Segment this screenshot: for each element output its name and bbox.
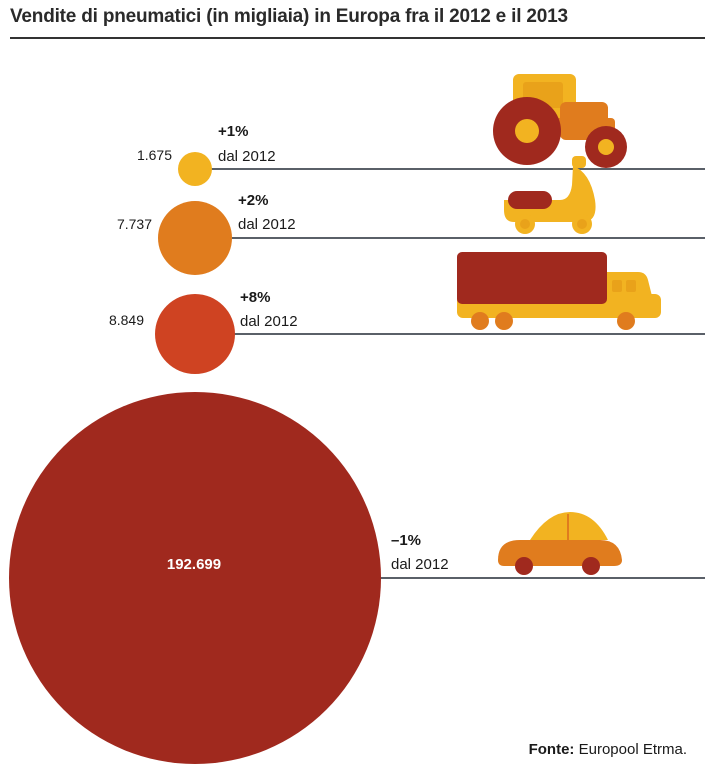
scooter-icon [504,156,596,234]
chart-title: Vendite di pneumatici (in migliaia) in E… [10,6,568,27]
bubble-car [9,392,381,764]
change-label-car: –1% [391,532,421,549]
source-note: Fonte: Europool Etrma. [529,741,687,758]
change-note-tractor: dal 2012 [218,148,276,165]
change-note-truck: dal 2012 [240,313,298,330]
value-label-car: 192.699 [167,556,221,573]
truck-icon [457,252,661,330]
change-note-car: dal 2012 [391,556,449,573]
value-label-truck: 8.849 [109,312,144,328]
value-label-scooter: 7.737 [117,216,152,232]
change-note-scooter: dal 2012 [238,216,296,233]
source-value: Europool Etrma. [578,741,687,758]
source-label: Fonte: [528,741,575,758]
tractor-icon [493,74,627,168]
bubble-truck [155,294,235,374]
bubble-scooter [158,201,232,275]
bubble-tractor [178,152,212,186]
change-label-scooter: +2% [238,192,268,209]
change-label-truck: +8% [240,289,270,306]
car-icon [498,512,622,575]
change-label-tractor: +1% [218,123,248,140]
value-label-tractor: 1.675 [137,147,172,163]
title-rule [10,37,705,39]
